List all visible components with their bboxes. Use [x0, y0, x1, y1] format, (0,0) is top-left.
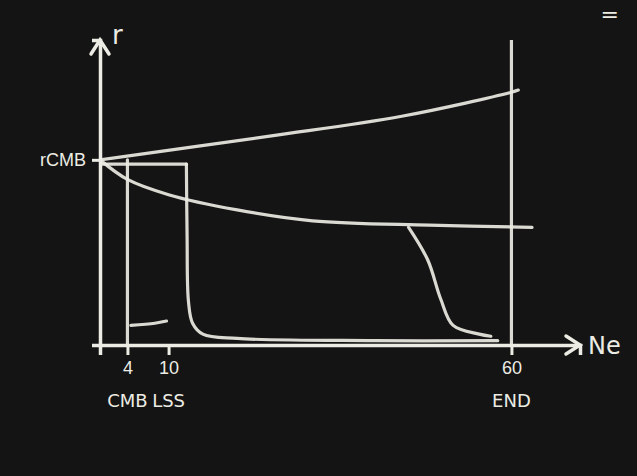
x-tick-name: LSS	[152, 390, 185, 411]
corner-mark: =	[601, 2, 619, 27]
y-axis-title: r	[112, 20, 123, 50]
x-axis: 4 10 60	[101, 345, 581, 378]
y-axis-line	[92, 41, 101, 346]
chalk-line	[100, 160, 532, 228]
chalk-line	[409, 227, 491, 336]
x-tick-label: 4	[123, 358, 133, 378]
x-tick-mark	[510, 345, 513, 355]
y-tick-mark	[92, 159, 100, 162]
chalk-line	[131, 321, 167, 325]
chalk-line	[126, 160, 129, 345]
y-axis: rCMB	[40, 41, 101, 346]
lines	[100, 40, 532, 345]
x-tick-mark	[168, 345, 171, 355]
x-axis-title: Ne	[588, 332, 621, 360]
x-tick: 4	[123, 345, 133, 378]
x-tick: 60	[502, 345, 522, 378]
x-tick: 10	[159, 345, 179, 378]
chart: 4 10 60 rCMB r Ne CMBLSS END =	[0, 0, 637, 476]
plot: 4 10 60 rCMB r Ne CMBLSS END =	[40, 2, 621, 411]
y-tick: rCMB	[40, 150, 100, 170]
y-arrow	[91, 40, 109, 54]
chalk-line	[510, 40, 513, 345]
x-axis-line	[101, 346, 581, 356]
x-tick-label: 60	[502, 358, 522, 378]
x-tick-name: END	[492, 390, 531, 411]
chalk-line	[100, 90, 518, 160]
chalk-line	[186, 164, 497, 341]
y-tick-label: rCMB	[40, 150, 86, 170]
x-tick-mark	[126, 345, 129, 355]
x-arrow	[566, 336, 580, 354]
x-tick-name: CMB	[107, 390, 147, 411]
x-tick-label: 10	[159, 358, 179, 378]
chalk-line	[100, 163, 186, 166]
